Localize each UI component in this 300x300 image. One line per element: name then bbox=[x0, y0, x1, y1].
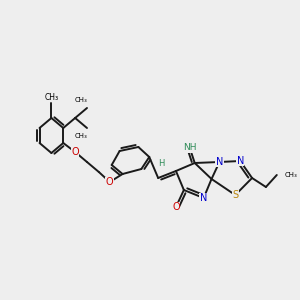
Text: H: H bbox=[158, 158, 164, 167]
Text: N: N bbox=[200, 193, 207, 203]
Text: NH: NH bbox=[183, 143, 196, 152]
Text: CH₃: CH₃ bbox=[75, 133, 87, 139]
Text: N: N bbox=[236, 156, 244, 166]
Text: O: O bbox=[172, 202, 180, 212]
Text: CH₃: CH₃ bbox=[75, 97, 87, 103]
Text: O: O bbox=[106, 177, 113, 187]
Text: N: N bbox=[216, 157, 223, 167]
Text: O: O bbox=[71, 147, 79, 157]
Text: CH₃: CH₃ bbox=[44, 92, 58, 101]
Text: S: S bbox=[232, 190, 238, 200]
Text: CH₃: CH₃ bbox=[285, 172, 297, 178]
